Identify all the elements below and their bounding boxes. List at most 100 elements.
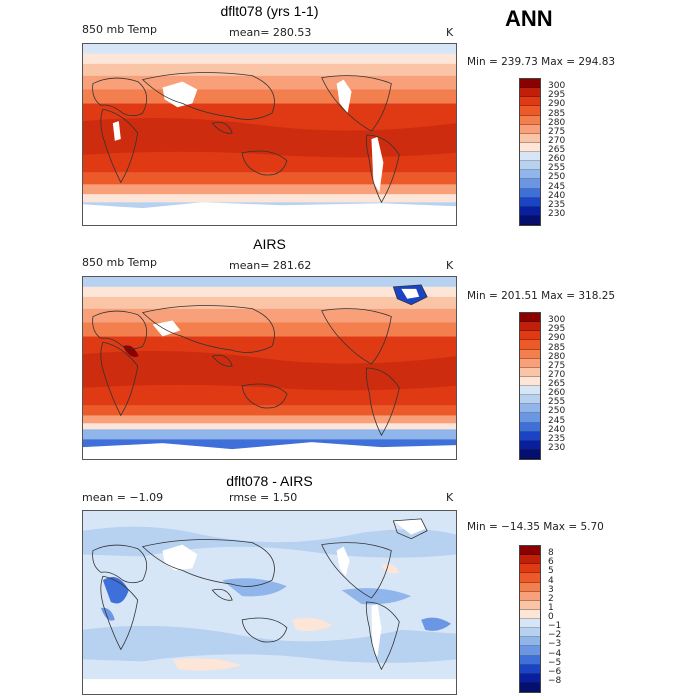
colorbar-level-label: 245 — [548, 415, 566, 426]
colorbar-level-label: 240 — [548, 190, 566, 201]
colorbar-level-label: 260 — [548, 154, 566, 165]
panel-2-mean: mean= 281.62 — [229, 259, 312, 272]
colorbar-level-label: −2 — [548, 630, 562, 641]
colorbar-level-label: 2 — [548, 593, 554, 604]
colorbar-level-label: 250 — [548, 172, 566, 183]
colorbar-swatch — [520, 449, 540, 459]
colorbar-swatch — [520, 358, 540, 368]
colorbar-level-label: 255 — [548, 397, 566, 408]
colorbar-level-label: −8 — [548, 675, 562, 686]
colorbar-swatch — [520, 637, 540, 647]
colorbar-swatch — [520, 546, 540, 556]
colorbar-level-label: −1 — [548, 621, 562, 632]
panel-3-rmse: rmse = 1.50 — [229, 491, 298, 504]
colorbar-swatch — [520, 564, 540, 574]
panel-2-colorbar — [519, 312, 541, 460]
panel-2-variable: 850 mb Temp — [82, 256, 158, 269]
colorbar-swatch — [520, 367, 540, 377]
colorbar-level-label: 295 — [548, 90, 566, 101]
colorbar-level-label: 1 — [548, 602, 554, 613]
colorbar-swatch — [520, 215, 540, 225]
panel-1-colorbar — [519, 78, 541, 226]
panel-3-title: dflt078 - AIRS — [226, 473, 313, 489]
panel-1-title: dflt078 (yrs 1-1) — [220, 3, 319, 19]
colorbar-level-label: 5 — [548, 566, 554, 577]
panel-1-map-plot — [83, 44, 456, 225]
colorbar-swatch — [520, 79, 540, 89]
colorbar-swatch — [520, 170, 540, 180]
colorbar-swatch — [520, 376, 540, 386]
colorbar-swatch — [520, 152, 540, 162]
colorbar-level-label: 275 — [548, 360, 566, 371]
colorbar-swatch — [520, 413, 540, 423]
panel-3-units: K — [446, 491, 454, 504]
colorbar-level-label: 8 — [548, 548, 554, 559]
colorbar-level-label: 300 — [548, 315, 566, 326]
panel-3-mean: mean = −1.09 — [82, 491, 164, 504]
colorbar-swatch — [520, 340, 540, 350]
panel-1-map — [82, 43, 457, 226]
colorbar-level-label: −4 — [548, 648, 562, 659]
colorbar-level-label: 0 — [548, 612, 554, 622]
colorbar-level-label: 230 — [548, 442, 566, 453]
colorbar-swatch — [520, 386, 540, 396]
colorbar-swatch — [520, 555, 540, 565]
panel-1-variable: 850 mb Temp — [82, 23, 158, 36]
panel-3-map-plot — [83, 511, 456, 694]
colorbar-level-label: 235 — [548, 199, 566, 210]
colorbar-level-label: 280 — [548, 351, 566, 362]
colorbar-swatch — [520, 322, 540, 332]
colorbar-swatch — [520, 431, 540, 441]
colorbar-level-label: 285 — [548, 342, 566, 353]
colorbar-swatch — [520, 313, 540, 323]
colorbar-level-label: 255 — [548, 163, 566, 174]
panel-2-map-plot — [83, 277, 456, 459]
colorbar-level-label: 265 — [548, 379, 566, 389]
colorbar-swatch — [520, 655, 540, 665]
colorbar-level-label: 295 — [548, 324, 566, 335]
colorbar-swatch — [520, 97, 540, 107]
colorbar-level-label: 235 — [548, 433, 566, 444]
colorbar-level-label: 260 — [548, 388, 566, 399]
colorbar-swatch — [520, 582, 540, 592]
panel-2-minmax: Min = 201.51 Max = 318.25 — [467, 290, 616, 302]
panel-2-title: AIRS — [253, 236, 286, 252]
panel-1-mean: mean= 280.53 — [229, 26, 312, 39]
season-annotation: ANN — [505, 6, 553, 31]
colorbar-swatch — [520, 188, 540, 198]
colorbar-swatch — [520, 88, 540, 98]
colorbar-level-label: −6 — [548, 666, 562, 677]
colorbar-swatch — [520, 682, 540, 692]
colorbar-swatch — [520, 179, 540, 189]
colorbar-level-label: 250 — [548, 406, 566, 417]
colorbar-swatch — [520, 395, 540, 405]
colorbar-swatch — [520, 133, 540, 143]
colorbar-level-label: 6 — [548, 557, 554, 568]
colorbar-swatch — [520, 331, 540, 341]
colorbar-swatch — [520, 600, 540, 610]
colorbar-level-label: 245 — [548, 181, 566, 192]
colorbar-level-label: 300 — [548, 81, 566, 92]
colorbar-level-label: 270 — [548, 369, 566, 380]
colorbar-swatch — [520, 142, 540, 152]
panel-3-minmax: Min = −14.35 Max = 5.70 — [467, 521, 604, 533]
colorbar-level-label: 240 — [548, 424, 566, 435]
colorbar-swatch — [520, 106, 540, 116]
colorbar-level-label: 285 — [548, 108, 566, 119]
colorbar-swatch — [520, 404, 540, 414]
colorbar-swatch — [520, 349, 540, 359]
colorbar-level-label: 275 — [548, 126, 566, 137]
colorbar-level-label: 265 — [548, 145, 566, 155]
colorbar-swatch — [520, 115, 540, 125]
colorbar-level-label: 230 — [548, 208, 566, 219]
panel-1-units: K — [446, 26, 454, 39]
colorbar-swatch — [520, 628, 540, 638]
panel-2-units: K — [446, 259, 454, 272]
colorbar-swatch — [520, 664, 540, 674]
colorbar-level-label: 290 — [548, 99, 566, 110]
panel-1-minmax: Min = 239.73 Max = 294.83 — [467, 56, 616, 68]
colorbar-swatch — [520, 609, 540, 619]
colorbar-swatch — [520, 646, 540, 656]
colorbar-swatch — [520, 161, 540, 171]
colorbar-swatch — [520, 573, 540, 583]
